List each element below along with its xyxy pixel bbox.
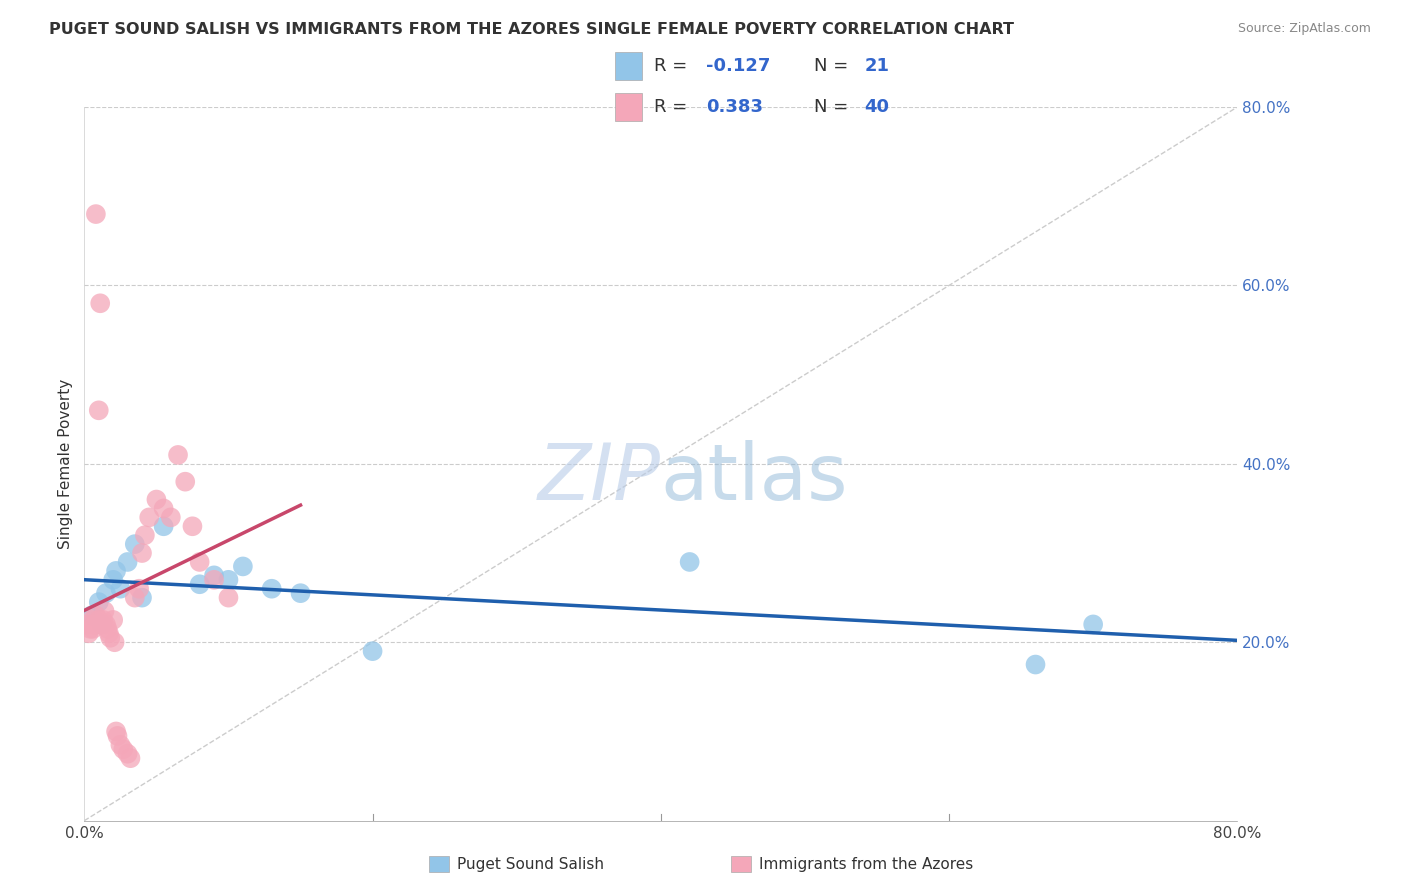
Point xyxy=(174,475,197,489)
Point xyxy=(128,582,150,596)
Point xyxy=(290,586,312,600)
Point xyxy=(188,577,211,591)
Point xyxy=(80,613,103,627)
Text: 21: 21 xyxy=(865,57,890,75)
Point xyxy=(103,573,124,587)
Point xyxy=(1025,657,1047,672)
Point xyxy=(84,608,107,623)
Text: Puget Sound Salish: Puget Sound Salish xyxy=(457,857,605,871)
Point xyxy=(91,613,114,627)
Text: -0.127: -0.127 xyxy=(706,57,770,75)
Point xyxy=(93,604,115,618)
Point xyxy=(90,617,112,632)
Point xyxy=(679,555,702,569)
Point xyxy=(117,555,139,569)
Point xyxy=(96,622,118,636)
Text: 40: 40 xyxy=(865,98,890,116)
Point xyxy=(124,591,146,605)
Point xyxy=(260,582,283,596)
Text: Source: ZipAtlas.com: Source: ZipAtlas.com xyxy=(1237,22,1371,36)
Point xyxy=(1083,617,1105,632)
FancyBboxPatch shape xyxy=(614,53,641,80)
Point xyxy=(134,528,156,542)
Point xyxy=(202,568,225,582)
Point xyxy=(117,747,139,761)
Point xyxy=(82,622,104,636)
Point xyxy=(112,742,135,756)
Point xyxy=(138,510,160,524)
Point xyxy=(80,608,103,623)
Point xyxy=(77,626,100,640)
Point xyxy=(79,622,101,636)
Point xyxy=(105,724,128,739)
Text: R =: R = xyxy=(654,98,693,116)
Point xyxy=(89,296,111,310)
Point xyxy=(145,492,167,507)
Point xyxy=(131,546,153,560)
Point xyxy=(152,519,174,533)
Point xyxy=(120,751,142,765)
Point xyxy=(202,573,225,587)
Y-axis label: Single Female Poverty: Single Female Poverty xyxy=(58,379,73,549)
Text: Immigrants from the Azores: Immigrants from the Azores xyxy=(759,857,973,871)
Point xyxy=(188,555,211,569)
Point xyxy=(160,510,183,524)
Text: R =: R = xyxy=(654,57,693,75)
Point xyxy=(218,573,240,587)
Point xyxy=(181,519,204,533)
Point xyxy=(152,501,174,516)
Point xyxy=(110,738,132,752)
Point xyxy=(232,559,254,574)
Text: ZIP: ZIP xyxy=(538,440,661,516)
Point xyxy=(83,617,105,632)
Text: atlas: atlas xyxy=(661,440,848,516)
Point xyxy=(90,617,112,632)
Text: N =: N = xyxy=(814,57,853,75)
Point xyxy=(76,617,98,632)
Point xyxy=(87,403,110,417)
Point xyxy=(361,644,384,658)
Point xyxy=(124,537,146,551)
Point xyxy=(94,586,117,600)
Point xyxy=(84,207,107,221)
Point xyxy=(87,595,110,609)
Point xyxy=(131,591,153,605)
Point xyxy=(218,591,240,605)
Point xyxy=(87,613,110,627)
Point xyxy=(103,613,124,627)
Text: N =: N = xyxy=(814,98,853,116)
Point xyxy=(98,631,121,645)
Point xyxy=(104,635,127,649)
Point xyxy=(110,582,132,596)
FancyBboxPatch shape xyxy=(614,93,641,120)
Point xyxy=(167,448,190,462)
Point xyxy=(105,564,128,578)
Point xyxy=(107,729,129,743)
Point xyxy=(94,617,117,632)
Point xyxy=(97,626,120,640)
Text: PUGET SOUND SALISH VS IMMIGRANTS FROM THE AZORES SINGLE FEMALE POVERTY CORRELATI: PUGET SOUND SALISH VS IMMIGRANTS FROM TH… xyxy=(49,22,1014,37)
Text: 0.383: 0.383 xyxy=(706,98,763,116)
